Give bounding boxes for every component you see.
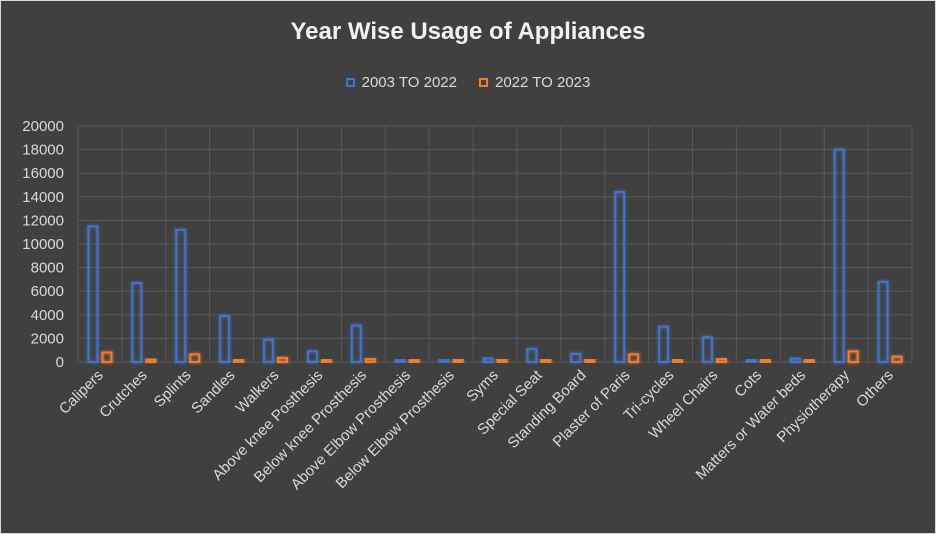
bar-series-2	[672, 359, 684, 363]
legend-item-series-1: 2003 TO 2022	[345, 74, 457, 91]
y-tick-label: 4000	[31, 307, 64, 324]
bar-series-1	[394, 359, 406, 363]
bar-series-1	[482, 357, 494, 363]
y-tick-label: 6000	[31, 283, 64, 300]
legend-swatch-series-2	[479, 78, 488, 87]
bar-series-1	[745, 359, 757, 363]
bar-series-1	[789, 357, 801, 363]
bar-series-2	[101, 351, 113, 363]
bar-series-1	[833, 148, 845, 363]
chart-legend: 2003 TO 2022 2022 TO 2023	[0, 74, 936, 91]
x-tick-label: Cots	[731, 367, 765, 401]
bar-series-1	[306, 350, 318, 364]
y-tick-label: 14000	[22, 189, 64, 206]
legend-label-series-2: 2022 TO 2023	[495, 74, 591, 91]
legend-item-series-2: 2022 TO 2023	[479, 74, 590, 91]
bar-series-1	[526, 348, 538, 363]
x-tick-label: Sandles	[188, 367, 238, 417]
bar-series-2	[452, 359, 464, 363]
bar-series-1	[350, 324, 362, 364]
y-tick-label: 0	[56, 354, 64, 371]
bar-series-2	[803, 359, 815, 363]
y-tick-label: 8000	[31, 260, 64, 277]
x-tick-label: Others	[853, 367, 897, 411]
y-tick-label: 2000	[31, 330, 64, 347]
bar-series-2	[189, 353, 201, 363]
bar-series-2	[759, 359, 771, 363]
x-tick-label: Syms	[463, 367, 502, 406]
bar-series-2	[364, 358, 376, 363]
bar-series-2	[847, 350, 859, 364]
bar-series-2	[628, 353, 640, 363]
y-tick-label: 16000	[22, 165, 64, 182]
bar-series-1	[87, 225, 99, 363]
bar-series-1	[131, 281, 143, 363]
x-tick-label: Standing Board	[504, 367, 589, 452]
bar-series-1	[219, 314, 231, 364]
y-tick-label: 18000	[22, 142, 64, 159]
bar-series-2	[320, 359, 332, 363]
y-tick-label: 10000	[22, 236, 64, 253]
chart-title: Year Wise Usage of Appliances	[290, 18, 646, 45]
bar-series-2	[145, 358, 157, 364]
legend-swatch-series-1	[345, 78, 355, 87]
bar-series-2	[233, 359, 245, 363]
bar-series-1	[263, 338, 275, 363]
bar-series-1	[570, 352, 582, 363]
bar-series-2	[540, 359, 552, 363]
y-tick-label: 12000	[22, 212, 64, 229]
bar-series-1	[877, 280, 889, 364]
bar-series-1	[438, 359, 450, 363]
bar-series-1	[701, 336, 713, 364]
bar-series-2	[408, 359, 420, 363]
bar-series-2	[891, 355, 903, 364]
bar-series-1	[614, 191, 626, 363]
x-tick-label: Plaster of Paris	[550, 367, 634, 451]
y-tick-label: 20000	[22, 118, 64, 135]
bar-series-1	[658, 325, 670, 364]
x-tick-label: Crutches	[96, 367, 150, 421]
bar-series-2	[715, 358, 727, 363]
bar-series-2	[277, 356, 289, 363]
bar-series-1	[175, 228, 187, 363]
legend-label-series-1: 2003 TO 2022	[361, 74, 457, 91]
bar-series-2	[584, 359, 596, 363]
bar-series-2	[496, 359, 508, 363]
